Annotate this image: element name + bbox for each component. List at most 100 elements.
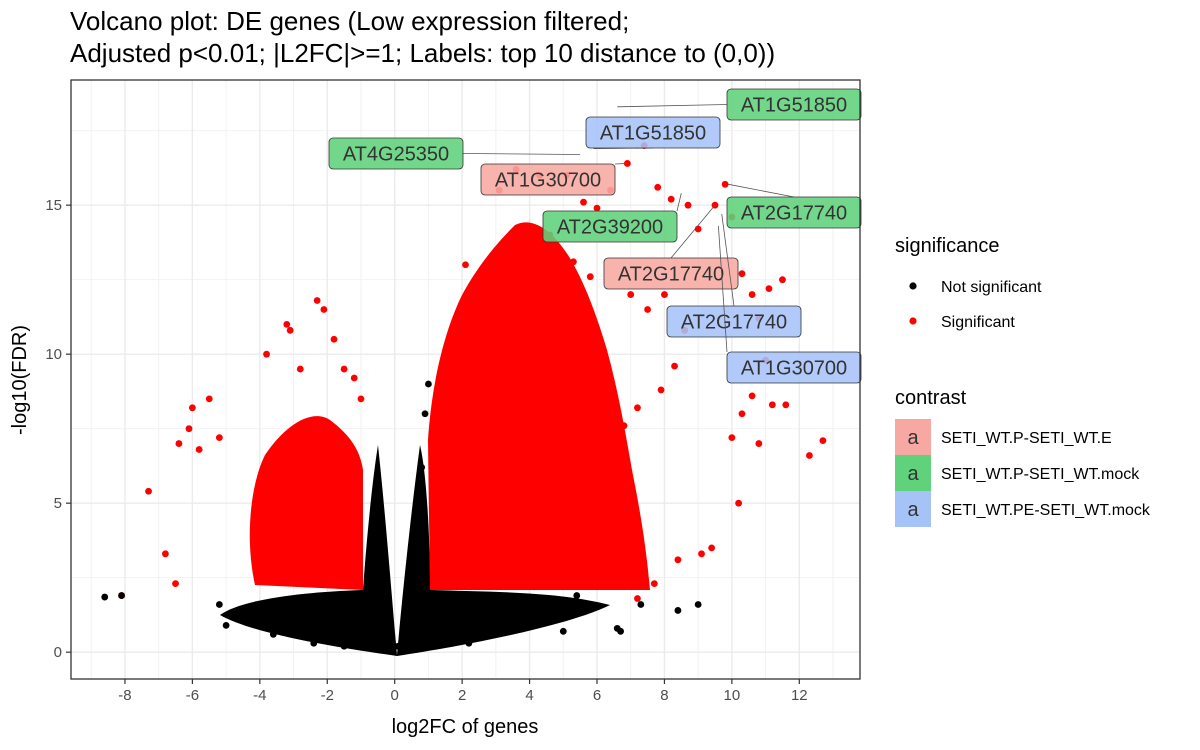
- data-point: [492, 312, 500, 319]
- data-point: [698, 550, 705, 558]
- label-leader-line: [670, 204, 716, 259]
- data-point: [418, 464, 426, 471]
- x-tick-label: -4: [253, 687, 266, 704]
- data-point: [634, 404, 641, 412]
- data-point: [782, 401, 790, 409]
- label-leader-line: [676, 193, 682, 212]
- label-leader-line: [617, 104, 728, 108]
- gene-label-box: [726, 88, 862, 121]
- data-point: [145, 487, 152, 495]
- data-point: [185, 425, 193, 433]
- data-point: [728, 434, 736, 442]
- data-point: [441, 630, 449, 638]
- data-point: [654, 183, 662, 191]
- data-point: [586, 604, 594, 611]
- gene-label-box: [666, 305, 802, 338]
- data-point: [269, 630, 277, 638]
- data-point: [779, 276, 786, 284]
- data-point: [425, 380, 432, 388]
- data-point: [263, 350, 270, 358]
- data-point: [205, 395, 213, 403]
- gene-label-box: [480, 163, 616, 196]
- gene-label-text: AT2G39200: [557, 217, 663, 239]
- gene-label-text: AT2G17740: [681, 312, 787, 334]
- contrast-legend: contrast a SETI_WT.P-SETI_WT.E a SETI_WT…: [895, 387, 1151, 527]
- data-point: [694, 601, 702, 608]
- y-axis-ticks: 0 5 10 15: [45, 197, 71, 661]
- label-leader-line: [614, 163, 628, 165]
- data-point: [162, 550, 169, 558]
- data-point: [755, 440, 763, 447]
- data-point: [340, 642, 348, 650]
- gene-label-text: AT2G17740: [618, 264, 724, 286]
- not-significant-points: [101, 380, 702, 650]
- legend-key-p-mock: [895, 455, 931, 491]
- label-leader-line: [717, 225, 728, 353]
- data-point: [650, 580, 658, 588]
- legend-key-pe-mock: [895, 491, 931, 527]
- data-point: [735, 499, 743, 507]
- x-tick-label: 4: [525, 687, 533, 704]
- x-tick-label: 0: [391, 687, 399, 704]
- data-point: [738, 410, 746, 418]
- label-leader-line: [721, 214, 735, 307]
- data-point: [195, 446, 203, 453]
- data-point: [806, 452, 813, 459]
- data-point: [367, 574, 375, 582]
- x-tick-label: 10: [724, 687, 741, 704]
- x-axis-ticks: -8 -6 -4 -2 0 2 4 6 8 10 12: [118, 679, 808, 704]
- y-axis-title: -log10(FDR): [9, 325, 31, 435]
- legend-key-glyph-p-e: a: [907, 427, 919, 449]
- data-point: [617, 627, 625, 635]
- data-point: [748, 392, 756, 400]
- data-point: [627, 291, 635, 298]
- data-point: [327, 630, 335, 638]
- gene-label-text: AT1G51850: [600, 123, 706, 145]
- data-point: [350, 374, 358, 382]
- data-point: [684, 201, 692, 209]
- y-tick-label: 5: [54, 495, 62, 512]
- data-point: [478, 291, 486, 298]
- legend-label-not-significant: Not significant: [941, 279, 1042, 296]
- data-point: [765, 285, 773, 293]
- data-point: [748, 291, 756, 298]
- data-point: [573, 592, 581, 599]
- data-point: [674, 607, 682, 614]
- data-point: [580, 198, 587, 206]
- y-tick-label: 10: [45, 346, 62, 363]
- data-point: [340, 365, 348, 373]
- point-cloud: [220, 222, 650, 656]
- data-point: [296, 607, 304, 614]
- cloud-center-black: [220, 445, 610, 656]
- data-point: [708, 544, 716, 552]
- data-point: [394, 642, 402, 650]
- data-point: [411, 529, 419, 537]
- legend-key-glyph-pe-mock: a: [907, 499, 919, 521]
- data-point: [644, 306, 651, 313]
- plot-panel-border: [70, 79, 861, 680]
- legend-label-p-e: SETI_WT.P-SETI_WT.E: [941, 430, 1112, 447]
- x-axis-title: log2FC of genes: [392, 716, 539, 738]
- data-point: [215, 434, 223, 442]
- data-point: [296, 365, 304, 373]
- data-point: [674, 556, 682, 564]
- data-point: [283, 624, 291, 632]
- data-point: [421, 410, 429, 418]
- chart-title-line-1: Volcano plot: DE genes (Low expression f…: [70, 6, 630, 36]
- x-tick-label: 2: [458, 687, 466, 704]
- gene-label-text: AT2G17740: [741, 203, 847, 225]
- data-point: [738, 270, 746, 278]
- data-point: [637, 601, 645, 608]
- data-point: [694, 225, 702, 233]
- data-point: [188, 404, 196, 412]
- data-point: [222, 621, 230, 629]
- legend-key-glyph-p-mock: a: [907, 463, 919, 485]
- significance-legend: significance Not significant Significant: [895, 235, 1042, 331]
- gene-label-text: AT1G30700: [495, 170, 601, 192]
- y-tick-label: 0: [54, 644, 62, 661]
- data-point: [465, 639, 473, 647]
- contrast-legend-title: contrast: [895, 387, 967, 409]
- gene-label-text: AT1G51850: [741, 95, 847, 117]
- data-point: [661, 291, 668, 298]
